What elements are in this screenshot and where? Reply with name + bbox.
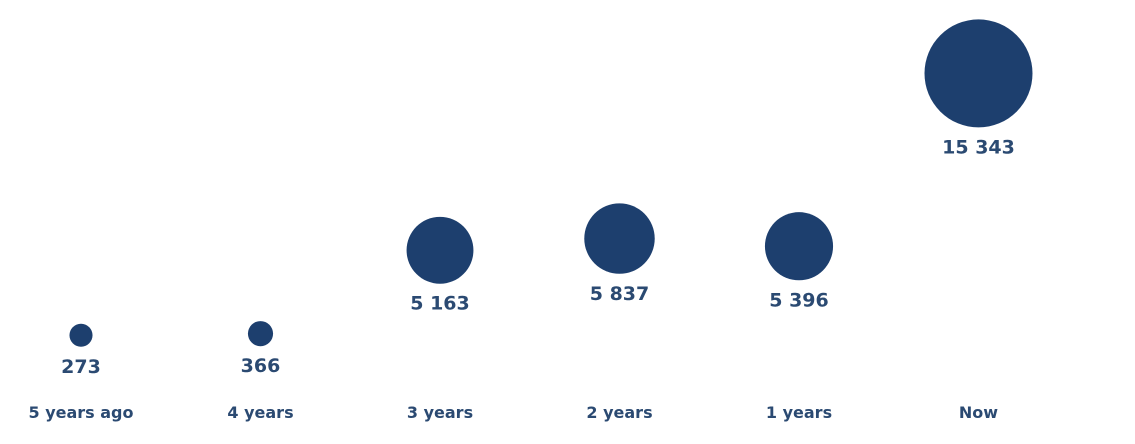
value-label-layer: 273 366 5 163 5 837 5 396 15 343 [61,136,1015,377]
category-label: 3 years [407,403,473,422]
value-label: 15 343 [942,136,1015,158]
bubble [247,321,274,347]
value-label: 273 [61,356,101,378]
category-label: Now [959,403,998,422]
category-label-layer: 5 years ago 4 years 3 years 2 years 1 years N… [28,403,998,422]
category-label: 4 years [227,403,293,422]
bubble-layer [69,19,1033,347]
value-label: 5 163 [410,293,470,315]
category-label: 5 years ago [28,403,133,422]
bubble [764,212,834,281]
bubble [69,323,93,347]
value-label: 5 837 [590,283,650,305]
category-label: 1 years [766,403,832,422]
bubble [584,203,655,274]
value-label: 5 396 [769,289,829,311]
value-label: 366 [241,355,281,377]
bubble [406,216,474,284]
bubble [924,19,1033,128]
category-label: 2 years [586,403,652,422]
